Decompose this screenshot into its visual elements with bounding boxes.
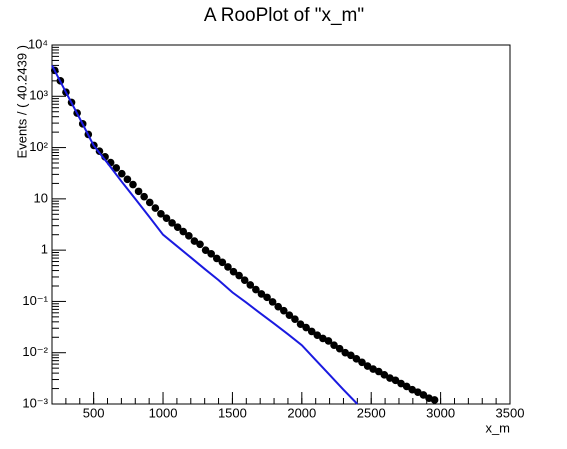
data-point	[402, 382, 411, 391]
data-point	[347, 351, 355, 360]
data-point	[168, 219, 176, 227]
data-point	[151, 204, 160, 212]
data-point	[263, 293, 271, 302]
data-point	[224, 263, 232, 271]
data-point	[358, 358, 366, 367]
data-point	[190, 237, 199, 245]
data-point	[291, 315, 299, 324]
data-point	[112, 164, 121, 172]
data-point	[285, 311, 294, 319]
data-point	[279, 306, 288, 315]
data-point	[397, 379, 405, 388]
data-point	[302, 323, 310, 332]
fit-curve	[51, 64, 359, 405]
x-tick-label: 3000	[426, 405, 455, 420]
data-point	[218, 258, 227, 267]
data-point	[162, 214, 171, 222]
data-point	[134, 187, 143, 196]
data-point	[129, 180, 137, 189]
data-point	[157, 210, 165, 218]
data-point	[391, 376, 400, 385]
x-tick-label: 2000	[287, 405, 316, 420]
data-point	[380, 371, 389, 379]
data-point	[140, 192, 148, 201]
plot-frame	[51, 44, 511, 405]
data-point	[335, 344, 344, 353]
chart-title: A RooPlot of "x_m"	[204, 5, 364, 26]
x-tick-label: 1500	[218, 405, 247, 420]
data-point	[313, 331, 322, 339]
data-point	[201, 246, 210, 254]
data-point	[173, 223, 182, 232]
data-point	[196, 240, 204, 249]
y-tick-label: 10⁻²	[22, 344, 48, 359]
data-point	[235, 271, 243, 280]
data-point	[374, 367, 383, 376]
data-point	[363, 362, 372, 370]
data-point	[307, 327, 316, 336]
y-tick-label: 10⁻¹	[22, 293, 48, 308]
data-point	[246, 281, 255, 289]
data-point	[123, 175, 132, 184]
data-point	[274, 302, 283, 311]
y-tick-label: 10⁴	[28, 36, 48, 51]
data-point	[252, 285, 260, 294]
data-point	[257, 290, 266, 298]
data-point	[330, 341, 338, 350]
data-point	[145, 198, 154, 207]
data-point	[419, 391, 428, 399]
y-tick-label: 10⁻³	[22, 395, 48, 410]
data-point	[207, 249, 215, 258]
data-point	[430, 396, 439, 404]
data-point	[229, 267, 238, 276]
y-tick-label: 10	[34, 190, 48, 205]
data-point	[324, 337, 333, 345]
data-point	[118, 169, 126, 178]
x-tick-label: 500	[83, 405, 105, 420]
x-axis-label: x_m	[485, 420, 510, 435]
x-tick-label: 1000	[149, 405, 178, 420]
data-point	[179, 227, 188, 236]
y-axis-label: Events / ( 40.2439 )	[14, 45, 29, 158]
data-point	[240, 276, 249, 284]
y-tick-label: 10³	[29, 88, 48, 103]
x-tick-label: 3500	[496, 405, 525, 420]
y-tick-label: 10²	[29, 139, 48, 154]
data-point	[212, 254, 221, 263]
data-point	[352, 355, 361, 363]
data-point	[268, 298, 277, 306]
y-tick-label: 1	[41, 242, 48, 257]
data-point	[185, 232, 193, 240]
data-point	[296, 320, 305, 328]
x-tick-label: 2500	[357, 405, 386, 420]
